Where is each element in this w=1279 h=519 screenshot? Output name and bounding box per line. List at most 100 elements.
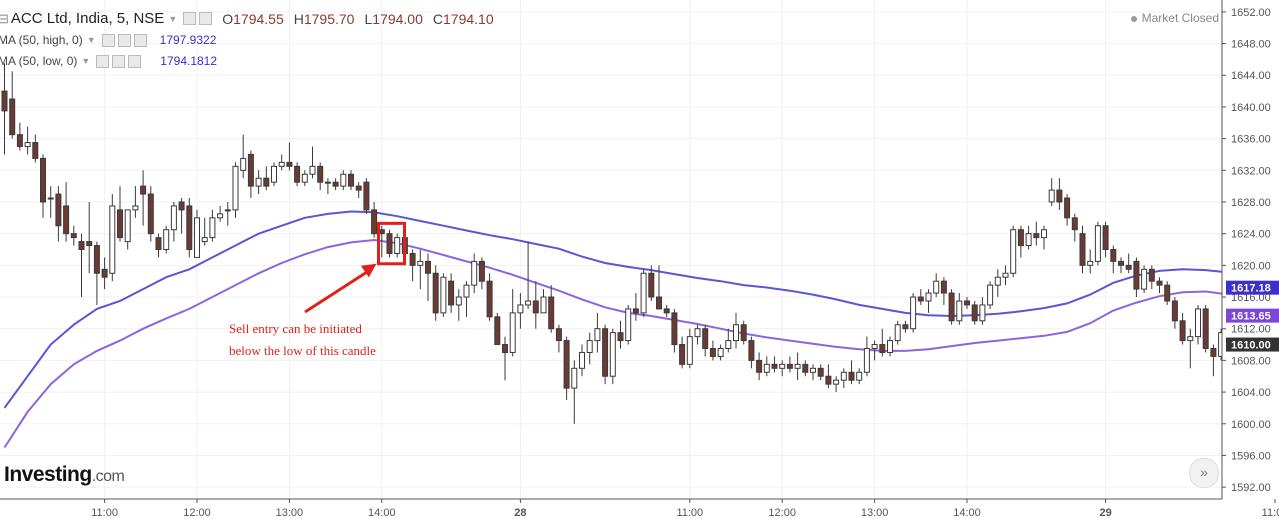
candle-body <box>1010 229 1017 274</box>
candle-body <box>463 284 470 298</box>
x-tick-label: 12:00 <box>768 507 796 519</box>
ema-low-visibility-icon[interactable] <box>96 54 110 68</box>
candle <box>70 225 77 246</box>
candle-body <box>78 241 85 250</box>
candle <box>301 170 308 187</box>
candle-body <box>848 371 855 381</box>
candle <box>317 162 324 191</box>
candle-body <box>609 332 616 377</box>
candle <box>548 285 555 333</box>
candle-body <box>833 379 840 385</box>
format-icon[interactable] <box>199 12 213 25</box>
candle <box>1048 178 1055 206</box>
price-tag-label: 1613.65 <box>1231 311 1271 323</box>
candle-body <box>394 237 401 254</box>
candle-body <box>656 296 662 310</box>
y-tick-label: 1636.00 <box>1231 134 1271 146</box>
close-value: 1794.10 <box>443 10 494 27</box>
legend-ema-high-row[interactable]: EMA (50, high, 0) ▼ 1797.9322 <box>0 33 216 47</box>
candle-body <box>1202 308 1209 350</box>
ema-low-dropdown-icon[interactable]: ▼ <box>81 56 91 66</box>
candle-body <box>155 237 162 251</box>
candle <box>648 265 655 301</box>
price-tag-box <box>1226 308 1279 323</box>
candle-body <box>371 209 378 235</box>
candle-body <box>140 185 147 195</box>
candle-body <box>1141 268 1148 290</box>
candle <box>240 134 247 179</box>
legend-symbol-row: ⊟ ACC Ltd, India, 5, NSE ▼ O 1794.55 H 179… <box>0 10 500 27</box>
candle <box>1125 253 1132 274</box>
candle <box>540 289 547 314</box>
candle <box>1010 225 1017 278</box>
candle-body <box>540 296 547 314</box>
candle <box>671 308 678 353</box>
candle-body <box>271 165 277 183</box>
candle-body <box>617 332 624 342</box>
candle-body <box>825 375 832 385</box>
candle <box>1094 221 1101 266</box>
candle <box>1179 312 1186 345</box>
candle <box>471 253 478 294</box>
candle <box>1148 265 1155 290</box>
candle <box>940 277 947 305</box>
ema-high-settings-icon[interactable] <box>117 33 131 47</box>
candle-body <box>671 312 678 346</box>
candle-body <box>594 328 601 342</box>
candle <box>894 320 901 345</box>
candle <box>78 233 85 298</box>
candle <box>332 178 339 191</box>
high-value: 1795.70 <box>303 10 355 27</box>
ema-high-visibility-icon[interactable] <box>101 33 115 47</box>
annotation-arrow-head <box>360 263 377 278</box>
candle <box>933 273 940 298</box>
candle-body <box>332 181 339 187</box>
ema-low-settings-icon[interactable] <box>112 54 126 68</box>
candle <box>987 281 994 309</box>
legend-collapse-icon[interactable]: ⊟ <box>0 10 9 26</box>
candle-body <box>1164 284 1171 302</box>
candle-body <box>132 205 139 211</box>
candle <box>348 170 354 191</box>
candle-body <box>856 371 863 381</box>
candle-body <box>247 153 254 187</box>
candle-body <box>748 340 755 361</box>
candle-body <box>63 205 70 235</box>
candle-body <box>194 217 200 258</box>
logo-suffix: .com <box>91 468 125 485</box>
x-tick-label: 14:00 <box>953 507 981 519</box>
candle <box>709 340 716 361</box>
symbol-dropdown-icon[interactable]: ▼ <box>168 13 178 24</box>
candle-body <box>756 359 763 373</box>
legend-ema-low-row[interactable]: EMA (50, low, 0) ▼ 1794.1812 <box>0 54 217 68</box>
candle <box>217 205 224 222</box>
x-tick-label: 11:00 <box>91 507 118 519</box>
candle-body <box>725 340 732 350</box>
y-tick-label: 1648.00 <box>1231 39 1271 51</box>
candle-body <box>525 300 532 306</box>
candle-body <box>40 157 46 203</box>
x-tick-label: 12:00 <box>183 507 211 519</box>
ema-high-dropdown-icon[interactable]: ▼ <box>86 35 96 45</box>
candle <box>833 376 840 393</box>
candle-body <box>93 245 100 274</box>
candle-body <box>9 98 16 136</box>
scroll-to-latest-button[interactable]: » <box>1189 458 1219 488</box>
candle <box>1056 178 1063 210</box>
candle <box>155 233 162 258</box>
candle <box>817 364 824 381</box>
ema-high-remove-icon[interactable] <box>133 33 147 47</box>
settings-icon[interactable] <box>183 12 197 25</box>
market-status-text: Market Closed <box>1141 11 1219 25</box>
candle-body <box>517 304 524 314</box>
candle <box>679 336 686 369</box>
candle <box>394 233 401 258</box>
candle-body <box>1064 197 1071 219</box>
candle-body <box>1094 225 1101 262</box>
ema-high-name: EMA (50, high, 0) <box>0 33 83 47</box>
ema-low-remove-icon[interactable] <box>128 54 142 68</box>
candle-body <box>1179 320 1186 342</box>
candle-body <box>294 165 301 183</box>
